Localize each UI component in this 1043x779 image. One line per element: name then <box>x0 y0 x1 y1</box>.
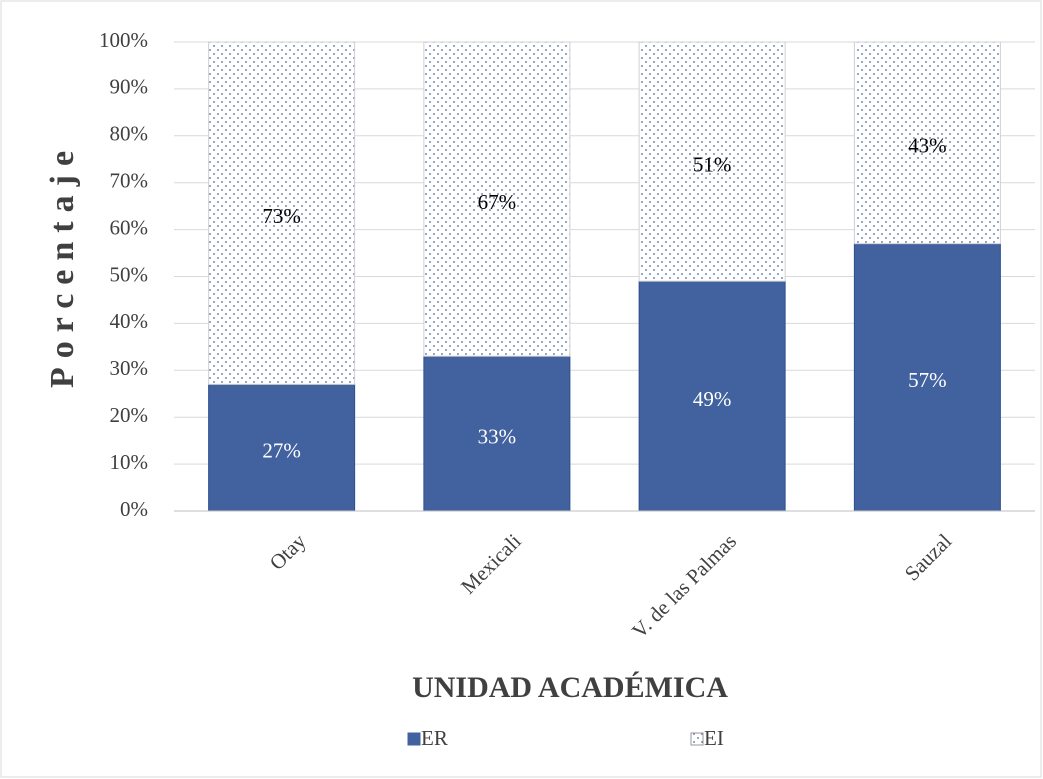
legend-swatch <box>407 732 421 746</box>
bar-segment <box>638 280 786 512</box>
bar-segment <box>423 355 571 512</box>
y-tick-label: 90% <box>110 75 149 99</box>
y-tick-label: 20% <box>110 403 149 427</box>
bar-segment <box>208 383 356 512</box>
y-tick-label: 60% <box>110 215 149 239</box>
y-tick-label: 50% <box>110 262 149 286</box>
y-tick-label: 100% <box>99 28 148 52</box>
data-label: 49% <box>693 387 732 411</box>
bar-segment <box>208 41 356 385</box>
legend-swatch <box>690 732 704 746</box>
y-tick-label: 0% <box>120 497 148 521</box>
y-axis-label: Porcentaje <box>44 142 81 388</box>
data-label: 57% <box>908 368 947 392</box>
data-label: 73% <box>262 204 301 228</box>
data-label: 33% <box>478 424 517 448</box>
bar-segment <box>853 41 1001 245</box>
y-tick-label: 30% <box>110 356 149 380</box>
bar-segment <box>853 243 1001 512</box>
data-label: 43% <box>908 134 947 158</box>
bar-segment <box>638 41 786 282</box>
x-axis-label: UNIDAD ACADÉMICA <box>412 671 728 704</box>
data-label: 27% <box>262 438 301 462</box>
bar-segment <box>423 41 571 357</box>
data-label: 67% <box>478 190 517 214</box>
y-tick-label: 10% <box>110 450 149 474</box>
data-label: 51% <box>693 152 732 176</box>
y-tick-label: 80% <box>110 122 149 146</box>
legend-label: ER <box>421 726 448 750</box>
y-tick-label: 70% <box>110 169 149 193</box>
y-tick-label: 40% <box>110 309 149 333</box>
legend-label: EI <box>704 726 724 750</box>
